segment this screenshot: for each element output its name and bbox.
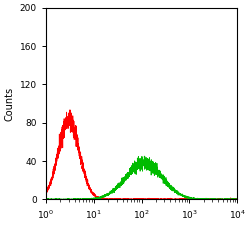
Y-axis label: Counts: Counts [4,86,14,121]
